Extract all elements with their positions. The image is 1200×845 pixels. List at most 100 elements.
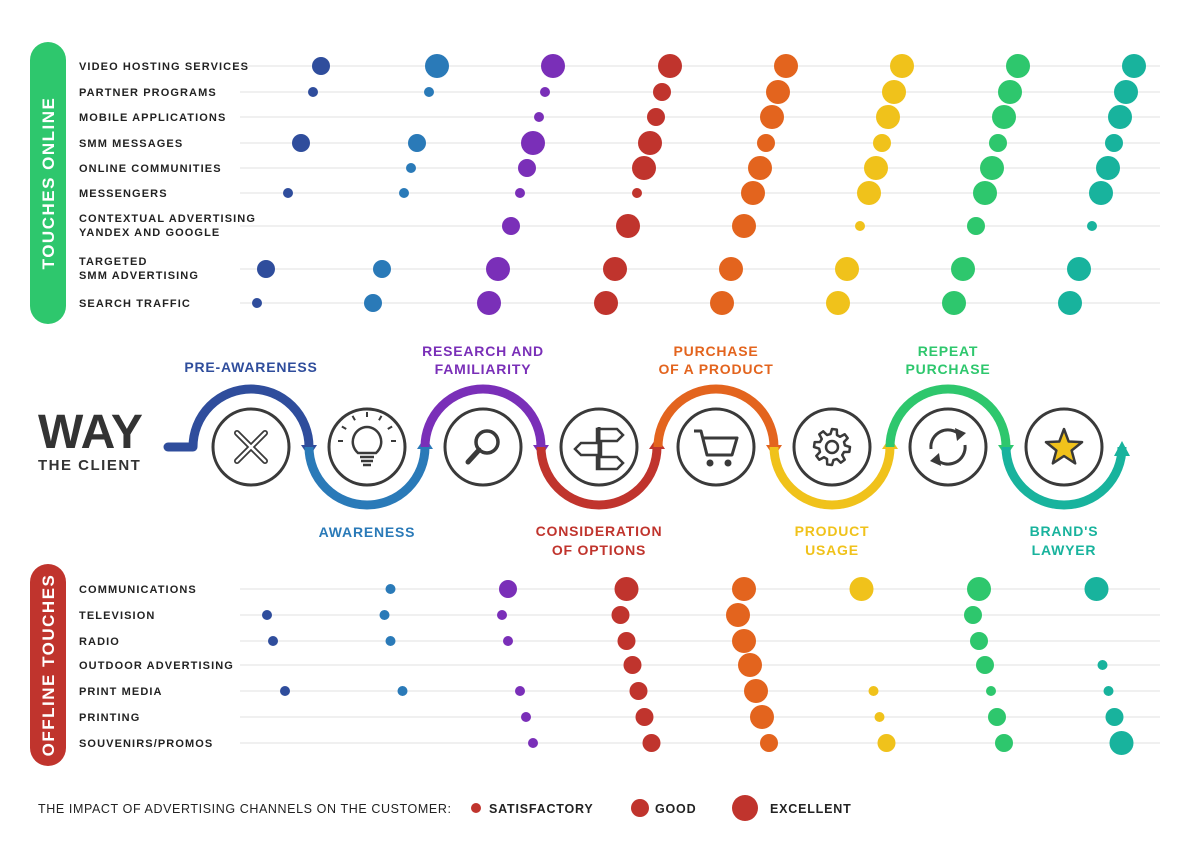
x-glyph-inner (235, 431, 267, 463)
impact-dot (1087, 221, 1097, 231)
stage-label-text: LAWYER (1032, 542, 1097, 558)
stage-label-text: PURCHASE (906, 361, 991, 377)
impact-dot (967, 217, 985, 235)
impact-dot (1114, 80, 1138, 104)
impact-dot (534, 112, 544, 122)
impact-dot (890, 54, 914, 78)
impact-dot (757, 134, 775, 152)
impact-dot (521, 131, 545, 155)
stage-label-1: AWARENESS (319, 524, 415, 540)
row-label: MOBILE APPLICATIONS (79, 112, 226, 124)
gear-icon (792, 407, 872, 487)
impact-dot (594, 291, 618, 315)
row-label: VIDEO HOSTING SERVICES (79, 61, 249, 73)
impact-dot (502, 217, 520, 235)
impact-dot (857, 181, 881, 205)
stage-label-text: FAMILIARITY (435, 361, 532, 377)
impact-dot (882, 80, 906, 104)
journey-path (163, 384, 1130, 510)
lightbulb-icon (327, 407, 407, 487)
cart-wheel (706, 459, 714, 467)
title-sub: THE CLIENT (38, 457, 141, 474)
stage-label-2: RESEARCH AND FAMILIARITY (422, 343, 543, 377)
row-label: TARGETED (79, 256, 147, 268)
stage-label-text: OF OPTIONS (552, 542, 646, 558)
row-label: RADIO (79, 636, 120, 648)
cart-body (694, 429, 739, 457)
impact-dot (379, 610, 390, 620)
journey-arc (653, 384, 779, 448)
impact-dot (1122, 54, 1146, 78)
impact-dot (373, 260, 391, 278)
impact-dot (603, 257, 627, 281)
impact-dot (528, 738, 538, 748)
impact-dot (876, 105, 900, 129)
impact-dot (970, 632, 988, 650)
impact-dot (726, 603, 750, 627)
impact-dot (268, 636, 278, 646)
impact-dot (503, 636, 513, 646)
journey-end-arrow (1114, 441, 1130, 456)
journey-arc (769, 446, 895, 510)
impact-dot (262, 610, 272, 620)
impact-dot (1006, 54, 1030, 78)
sign-board (595, 455, 625, 471)
icon-ring (792, 407, 872, 487)
title-main: WAY (38, 406, 143, 459)
impact-dot (497, 610, 507, 620)
impact-dot (766, 80, 790, 104)
impact-dot (732, 629, 756, 653)
stage-label-text: PRODUCT (795, 523, 870, 539)
legend-item-label: SATISFACTORY (489, 802, 594, 816)
impact-dot (397, 686, 408, 696)
row-label: SOUVENIRS/PROMOS (79, 738, 213, 750)
legend-dot (471, 803, 481, 813)
bulb-ray (387, 425, 393, 430)
cart-wheel (724, 459, 732, 467)
refresh-arrow (955, 428, 966, 441)
icon-ring (676, 407, 756, 487)
impact-dot (741, 181, 765, 205)
impact-dot (541, 54, 565, 78)
online-banner: TOUCHES ONLINE (30, 42, 66, 324)
offline-banner-label: OFFLINE TOUCHES (39, 574, 58, 757)
impact-dot (1096, 156, 1120, 180)
refresh-arrow (930, 453, 941, 466)
impact-dot (967, 577, 991, 601)
impact-dot (855, 221, 865, 231)
legend-title: THE IMPACT OF ADVERTISING CHANNELS ON TH… (38, 802, 452, 816)
impact-dot (638, 131, 662, 155)
signpost-icon (559, 407, 639, 487)
impact-dot (283, 188, 293, 198)
offline-banner: OFFLINE TOUCHES (30, 564, 66, 766)
impact-dot (252, 298, 262, 308)
impact-dot (385, 584, 396, 594)
stage-label-7: BRAND'S LAWYER (1030, 523, 1098, 558)
impact-dot (540, 87, 550, 97)
impact-dot (738, 653, 762, 677)
impact-dot (408, 134, 426, 152)
impact-dot (518, 159, 536, 177)
impact-dot (973, 181, 997, 205)
bulb-ray (378, 415, 383, 421)
impact-dot (425, 54, 449, 78)
offline-banner-bg (30, 564, 66, 766)
impact-dot (988, 708, 1006, 726)
impact-dot (873, 134, 891, 152)
legend: THE IMPACT OF ADVERTISING CHANNELS ON TH… (38, 795, 851, 821)
row-label: COMMUNICATIONS (79, 584, 197, 596)
stage-label-3: CONSIDERATION OF OPTIONS (536, 523, 662, 558)
impact-dot (1089, 181, 1113, 205)
handle (465, 447, 482, 465)
impact-dot (642, 734, 661, 752)
impact-dot (774, 54, 798, 78)
impact-dot (992, 105, 1016, 129)
impact-dot (732, 214, 756, 238)
star-icon (1024, 407, 1104, 487)
legend-dot (732, 795, 758, 821)
icon-ring (908, 407, 988, 487)
row-label: TELEVISION (79, 610, 155, 622)
impact-dot (1084, 577, 1109, 601)
